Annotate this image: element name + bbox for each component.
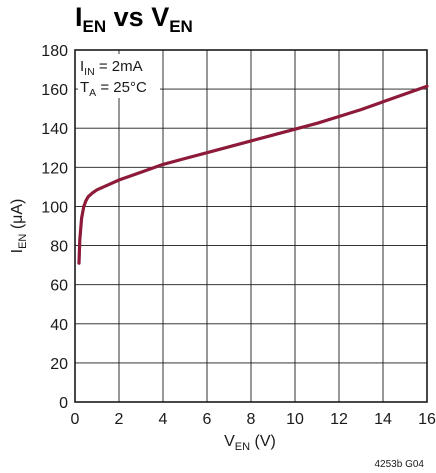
y-tick-label: 20 — [50, 356, 68, 373]
series-group — [77, 84, 429, 265]
series-line-0 — [77, 84, 429, 265]
figure-id: 4253b G04 — [375, 459, 425, 470]
title-vs: vs — [106, 2, 151, 32]
x-tick-label: 6 — [203, 411, 212, 428]
y-axis-label-rest: (μA) — [9, 199, 26, 234]
y-tick-label: 100 — [41, 199, 68, 216]
y-tick-labels: 0 20 40 60 80 100 120 140 160 180 — [41, 43, 68, 412]
x-tick-label: 16 — [418, 411, 436, 428]
title-i-sub: EN — [83, 17, 107, 36]
plot-frame — [74, 49, 428, 403]
y-axis-label-sub: EN — [17, 234, 29, 249]
annotation-iin-main: I — [80, 58, 84, 75]
chart-title: IEN vs VEN — [75, 2, 193, 36]
y-tick-label: 120 — [41, 160, 68, 177]
title-v: V — [151, 2, 169, 32]
y-tick-label: 0 — [59, 395, 68, 412]
annotation-iin-rest: = 2mA — [95, 58, 143, 75]
x-tick-label: 14 — [374, 411, 392, 428]
y-axis-label-main: I — [9, 249, 26, 253]
x-axis-label-rest: (V) — [250, 433, 276, 450]
x-tick-label: 0 — [71, 411, 80, 428]
annotation-ta-rest: = 25°C — [96, 79, 147, 96]
x-axis-label-main: V — [224, 433, 235, 450]
x-tick-label: 2 — [115, 411, 124, 428]
x-tick-label: 4 — [159, 411, 168, 428]
x-axis-label-sub: EN — [235, 441, 250, 453]
title-v-sub: EN — [169, 17, 193, 36]
x-tick-label: 12 — [330, 411, 348, 428]
annotation-ta-main: T — [80, 79, 89, 96]
annotation-iin-sub: IN — [84, 66, 95, 78]
y-tick-label: 160 — [41, 82, 68, 99]
x-axis-label: VEN (V) — [224, 433, 276, 453]
annotation-ta: TA = 25°C — [80, 79, 147, 99]
y-tick-label: 60 — [50, 278, 68, 295]
x-tick-label: 8 — [247, 411, 256, 428]
y-tick-label: 140 — [41, 121, 68, 138]
y-axis-label: IEN (μA) — [9, 199, 29, 254]
x-tick-labels: 0 2 4 6 8 10 12 14 16 — [71, 411, 436, 428]
y-tick-label: 80 — [50, 239, 68, 256]
annotation-ta-sub: A — [89, 87, 96, 99]
title-i: I — [75, 2, 83, 32]
y-tick-label: 180 — [41, 43, 68, 60]
x-tick-label: 10 — [286, 411, 304, 428]
y-tick-label: 40 — [50, 317, 68, 334]
annotation-iin: IIN = 2mA — [80, 58, 143, 78]
gridlines — [74, 49, 428, 403]
annotation-background — [78, 54, 160, 98]
